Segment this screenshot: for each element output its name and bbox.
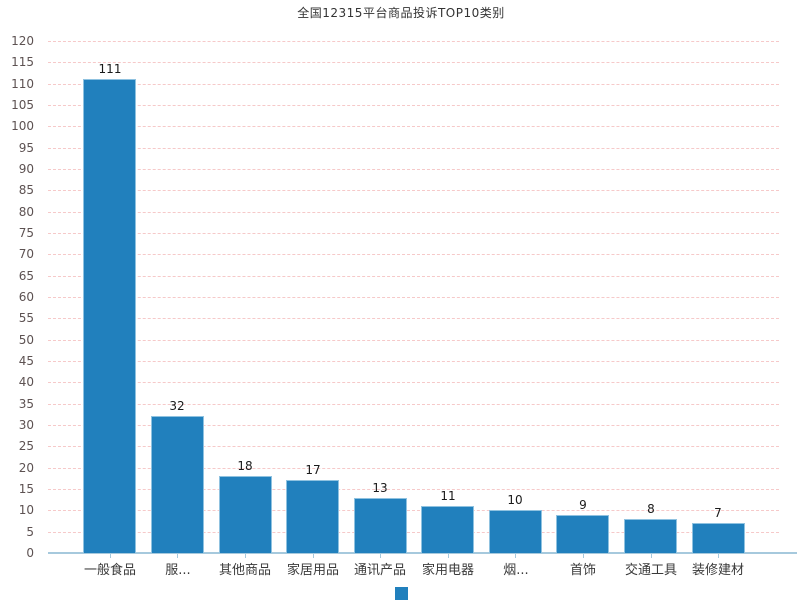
gridline	[48, 41, 779, 42]
bar[interactable]	[354, 498, 407, 553]
bar[interactable]	[286, 480, 339, 553]
bar[interactable]	[421, 506, 474, 553]
y-axis-label: 15	[18, 482, 34, 496]
y-axis-label: 80	[18, 204, 34, 219]
y-axis-label: 90	[18, 162, 34, 176]
bar[interactable]	[489, 510, 542, 553]
y-axis-label: 20	[18, 460, 34, 475]
x-axis-tick	[718, 554, 719, 558]
bar-value-label: 10	[507, 493, 523, 507]
y-axis-label: 0	[26, 546, 34, 560]
x-axis-tick	[651, 554, 652, 558]
gridline	[48, 233, 779, 234]
y-axis-label: 10	[18, 503, 34, 518]
x-axis-label: 家居用品	[286, 563, 339, 578]
bar-value-label: 11	[440, 489, 456, 503]
bar[interactable]	[624, 519, 677, 553]
chart-title: 全国12315平台商品投诉TOP10类别	[297, 6, 505, 20]
y-axis-label: 110	[11, 76, 34, 91]
x-axis-label: 通讯产品	[353, 563, 406, 578]
bar[interactable]	[692, 523, 745, 553]
gridline	[48, 467, 779, 469]
bar-value-label: 7	[714, 506, 722, 520]
x-axis-label: 服...	[165, 563, 191, 578]
x-axis-label: 交通工具	[624, 563, 677, 578]
gridline	[48, 190, 779, 192]
y-axis-label: 55	[18, 311, 34, 326]
gridline	[48, 105, 779, 106]
y-axis-label: 75	[18, 226, 34, 240]
gridline	[48, 318, 779, 320]
y-axis-label: 120	[11, 34, 34, 48]
gridline	[48, 254, 779, 256]
legend-swatch[interactable]	[394, 587, 408, 600]
bar[interactable]	[219, 476, 272, 553]
gridline	[48, 211, 779, 213]
x-axis-tick	[515, 554, 516, 558]
x-axis-label: 装修建材	[691, 563, 744, 578]
gridline	[48, 425, 779, 426]
y-axis-label: 65	[18, 268, 34, 283]
y-axis-label: 60	[18, 290, 34, 304]
y-axis-label: 100	[11, 119, 34, 134]
gridline	[48, 403, 779, 405]
gridline	[48, 62, 779, 64]
gridline	[48, 83, 779, 85]
gridline	[48, 169, 779, 170]
gridline	[48, 361, 779, 362]
x-axis-tick	[177, 554, 178, 558]
legend	[0, 585, 802, 604]
x-axis-label: 家用电器	[421, 563, 474, 578]
y-axis-label: 50	[18, 332, 34, 347]
x-axis-label: 烟...	[503, 563, 529, 578]
bar-value-label: 111	[98, 62, 122, 76]
x-axis-tick	[110, 554, 111, 558]
x-axis-tick	[448, 554, 449, 558]
gridline	[48, 147, 779, 149]
x-axis-line	[48, 552, 797, 554]
bar-value-label: 17	[305, 463, 321, 477]
bar[interactable]	[151, 416, 204, 553]
bar-value-label: 9	[579, 498, 587, 512]
gridline	[48, 297, 779, 298]
bar-value-label: 32	[169, 399, 185, 413]
x-axis-tick	[380, 554, 381, 558]
x-axis-tick	[583, 554, 584, 558]
x-axis-label: 一般食品	[83, 563, 136, 578]
gridline	[48, 446, 779, 448]
y-axis-label: 45	[18, 354, 34, 368]
y-axis-label: 95	[18, 140, 34, 155]
y-axis-label: 40	[18, 375, 34, 390]
x-axis-tick	[313, 554, 314, 558]
y-axis-label: 35	[18, 396, 34, 411]
y-axis-label: 30	[18, 418, 34, 432]
y-axis-label: 105	[11, 98, 34, 112]
y-axis-label: 85	[18, 183, 34, 198]
x-axis-label: 首饰	[569, 563, 596, 578]
bar-value-label: 13	[372, 481, 388, 495]
gridline	[48, 275, 779, 277]
y-axis-label: 25	[18, 439, 34, 454]
bar-value-label: 8	[647, 502, 655, 516]
y-axis-label: 5	[26, 524, 34, 539]
gridline	[48, 126, 779, 128]
x-axis-label: 其他商品	[218, 563, 271, 578]
y-axis-label: 70	[18, 247, 34, 262]
gridline	[48, 510, 779, 512]
bar[interactable]	[556, 515, 609, 553]
gridline	[48, 489, 779, 490]
gridline	[48, 382, 779, 384]
bar[interactable]	[83, 79, 136, 553]
gridline	[48, 339, 779, 341]
x-axis-tick	[245, 554, 246, 558]
bar-value-label: 18	[237, 459, 253, 473]
y-axis-label: 115	[11, 55, 34, 70]
gridline	[48, 531, 779, 533]
